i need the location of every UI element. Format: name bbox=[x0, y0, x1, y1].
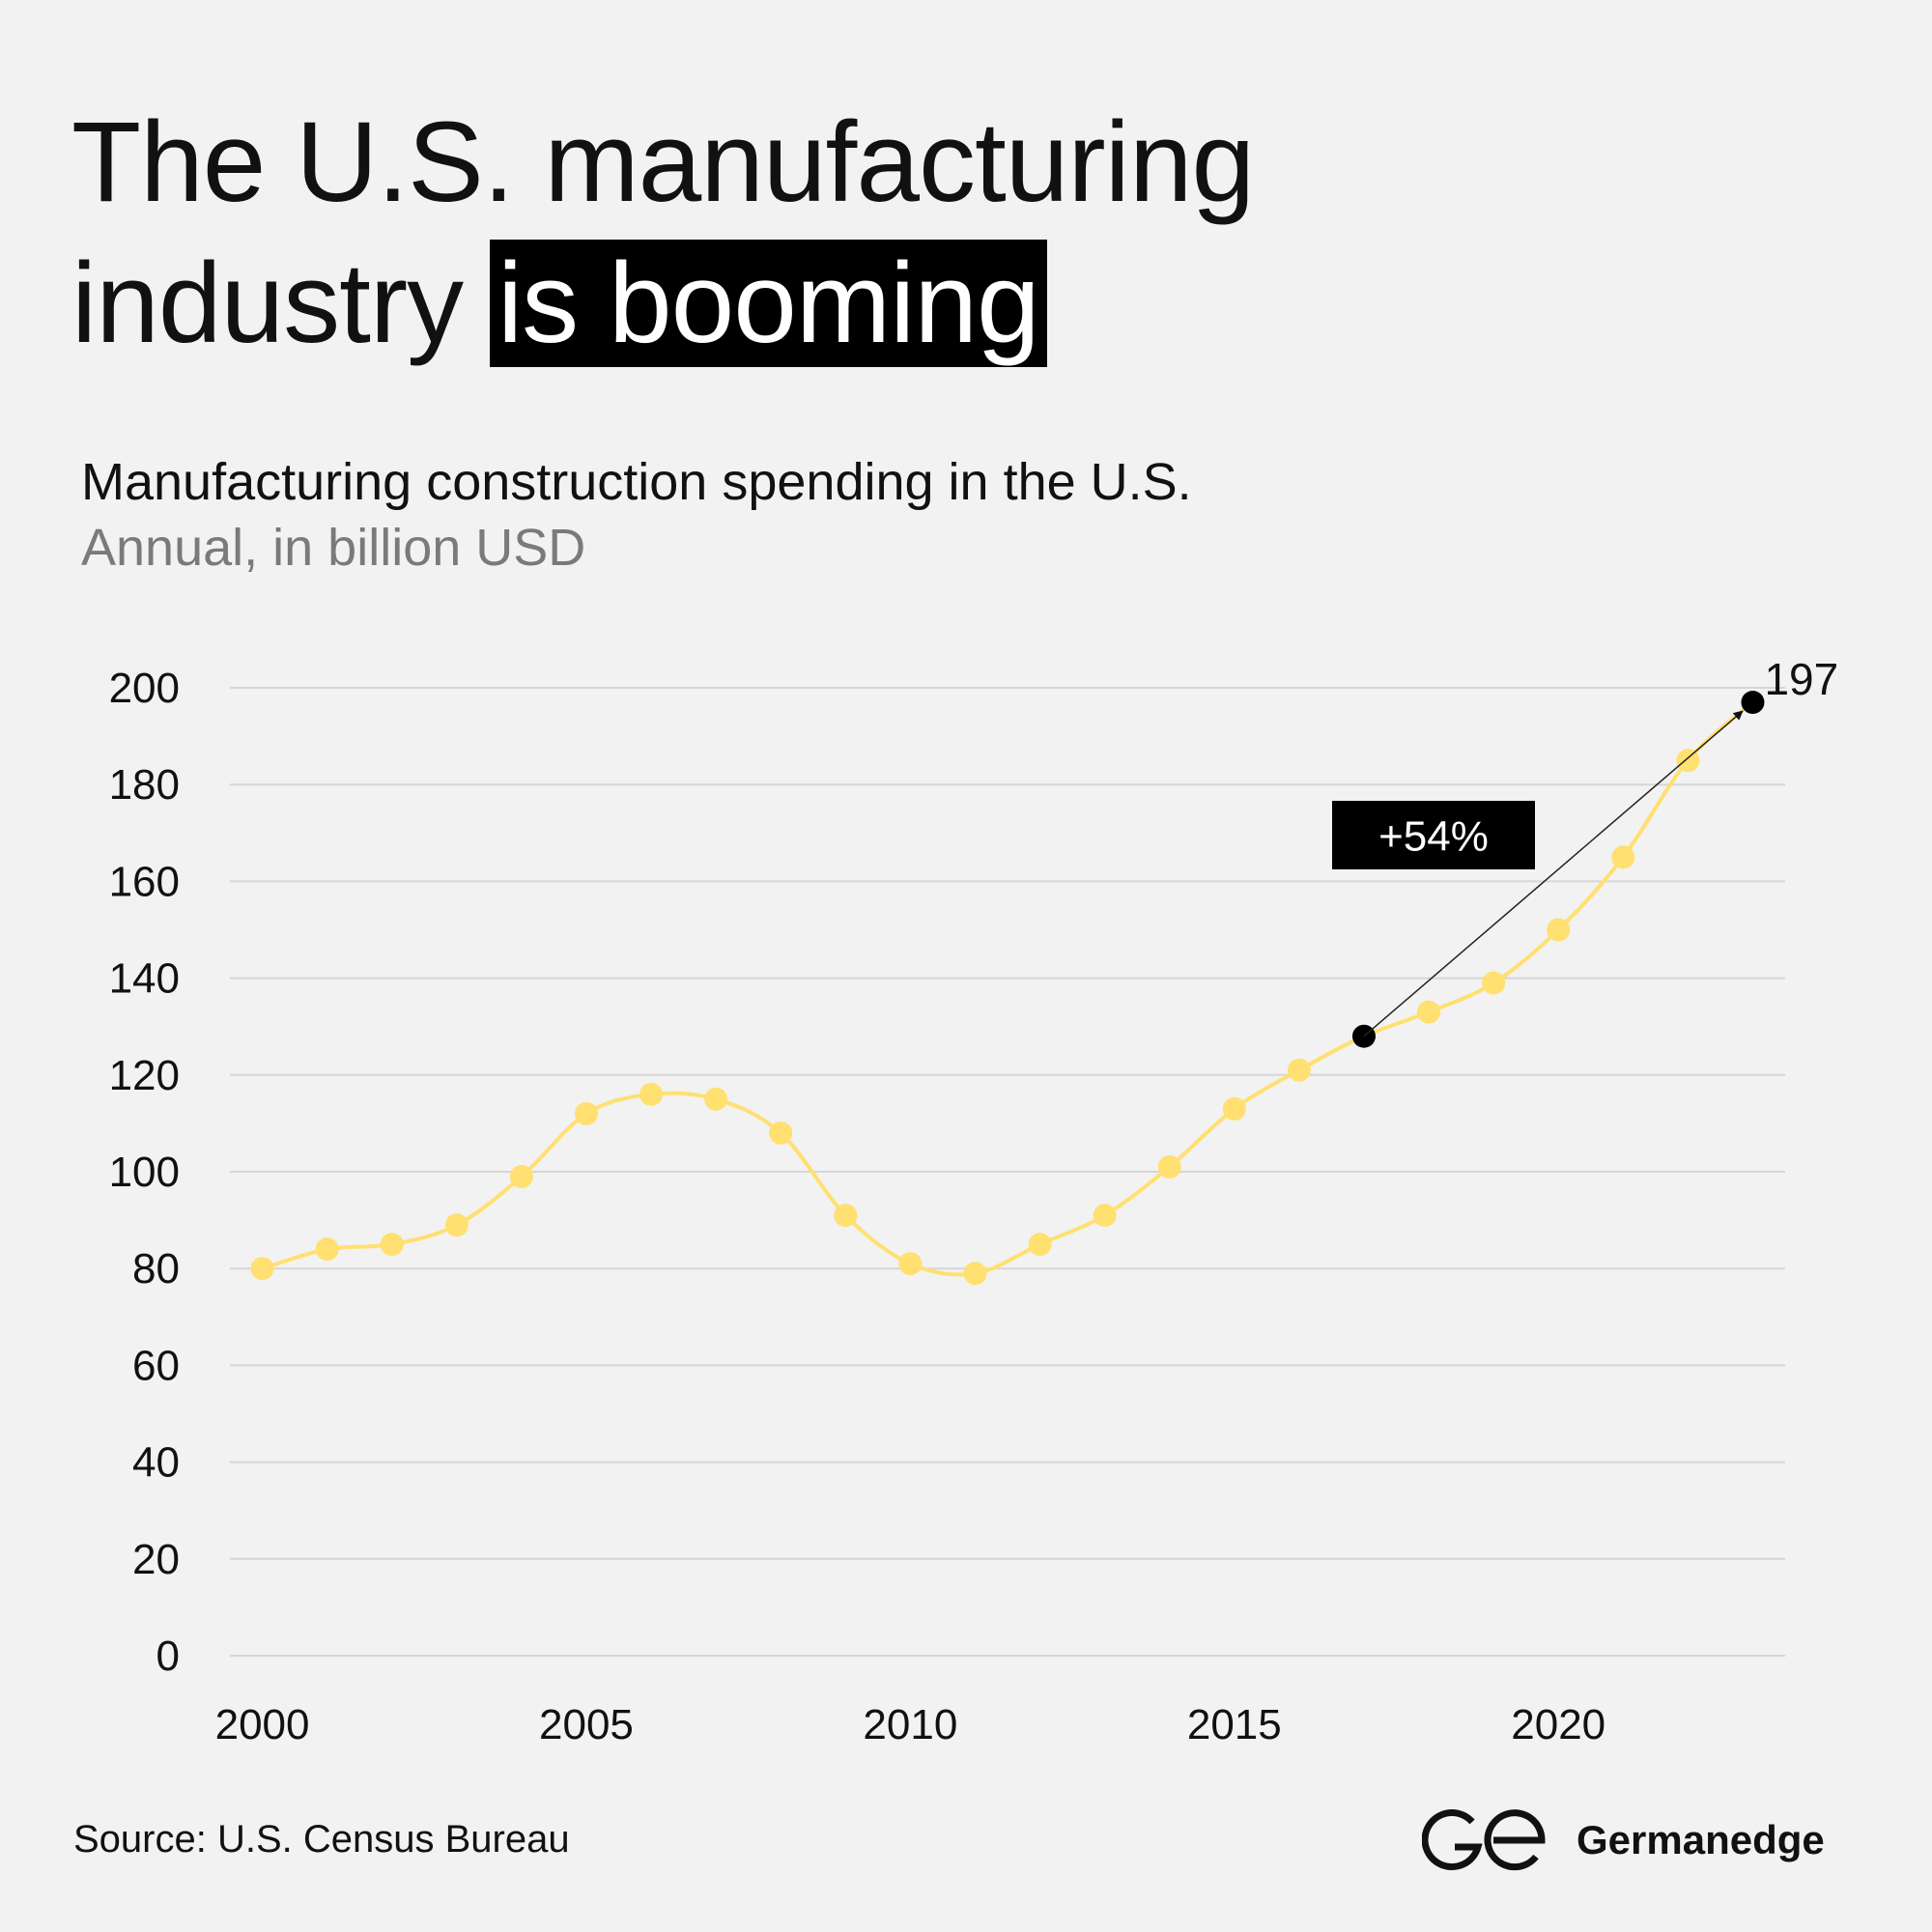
data-point-2001 bbox=[315, 1237, 339, 1262]
growth-badge bbox=[1332, 801, 1535, 869]
headline-line-1: The U.S. manufacturing bbox=[71, 99, 1255, 226]
end-value-label: 197 bbox=[1764, 654, 1838, 704]
chart-subtitle: Annual, in billion USD bbox=[81, 519, 586, 577]
data-point-2003 bbox=[444, 1213, 469, 1237]
data-point-2010 bbox=[898, 1252, 923, 1276]
data-point-2023 bbox=[1741, 691, 1765, 715]
data-point-2018 bbox=[1417, 1000, 1441, 1024]
y-tick-label-20: 20 bbox=[132, 1536, 180, 1583]
data-point-2000 bbox=[250, 1257, 274, 1281]
headline-highlight: is booming bbox=[489, 240, 1047, 367]
data-point-2013 bbox=[1093, 1204, 1117, 1228]
data-point-2019 bbox=[1482, 971, 1506, 995]
x-tick-label-2005: 2005 bbox=[539, 1701, 634, 1748]
data-point-2015 bbox=[1222, 1096, 1246, 1121]
x-tick-label-2000: 2000 bbox=[215, 1701, 310, 1748]
y-tick-label-140: 140 bbox=[109, 955, 180, 1003]
y-tick-label-180: 180 bbox=[109, 761, 180, 809]
y-tick-label-160: 160 bbox=[109, 858, 180, 905]
data-point-2004 bbox=[509, 1165, 533, 1189]
brand: Germanedge bbox=[1422, 1808, 1825, 1872]
data-point-2012 bbox=[1028, 1233, 1052, 1257]
growth-badge-label: +54% bbox=[1378, 813, 1489, 861]
headline-line-2: industry bbox=[71, 240, 494, 367]
y-tick-label-120: 120 bbox=[109, 1052, 180, 1099]
x-tick-label-2020: 2020 bbox=[1511, 1701, 1605, 1748]
data-point-2009 bbox=[834, 1204, 858, 1228]
x-tick-label-2015: 2015 bbox=[1187, 1701, 1282, 1748]
y-tick-label-80: 80 bbox=[132, 1245, 180, 1293]
growth-arrow bbox=[1363, 710, 1744, 1037]
data-point-2014 bbox=[1157, 1154, 1181, 1179]
data-point-2020 bbox=[1547, 918, 1571, 942]
data-point-2002 bbox=[380, 1233, 404, 1257]
data-point-2006 bbox=[639, 1082, 664, 1106]
data-point-2011 bbox=[963, 1262, 987, 1286]
y-tick-label-0: 0 bbox=[156, 1633, 180, 1680]
y-tick-label-40: 40 bbox=[132, 1439, 180, 1487]
series-line bbox=[261, 700, 1754, 1277]
ge-logo-icon bbox=[1422, 1809, 1546, 1871]
brand-name: Germanedge bbox=[1577, 1817, 1825, 1862]
x-tick-label-2010: 2010 bbox=[863, 1701, 957, 1748]
source-note: Source: U.S. Census Bureau bbox=[73, 1818, 570, 1861]
y-tick-label-60: 60 bbox=[132, 1342, 180, 1389]
data-point-2008 bbox=[769, 1121, 793, 1145]
headline: The U.S. manufacturing industry is boomi… bbox=[71, 92, 1255, 374]
data-point-2016 bbox=[1287, 1058, 1311, 1082]
data-point-2022 bbox=[1676, 749, 1700, 773]
y-tick-label-200: 200 bbox=[109, 665, 180, 712]
data-point-2021 bbox=[1611, 845, 1635, 869]
data-point-2005 bbox=[574, 1101, 598, 1125]
chart-title: Manufacturing construction spending in t… bbox=[81, 453, 1192, 511]
y-tick-label-100: 100 bbox=[109, 1149, 180, 1196]
data-point-2007 bbox=[704, 1087, 728, 1111]
